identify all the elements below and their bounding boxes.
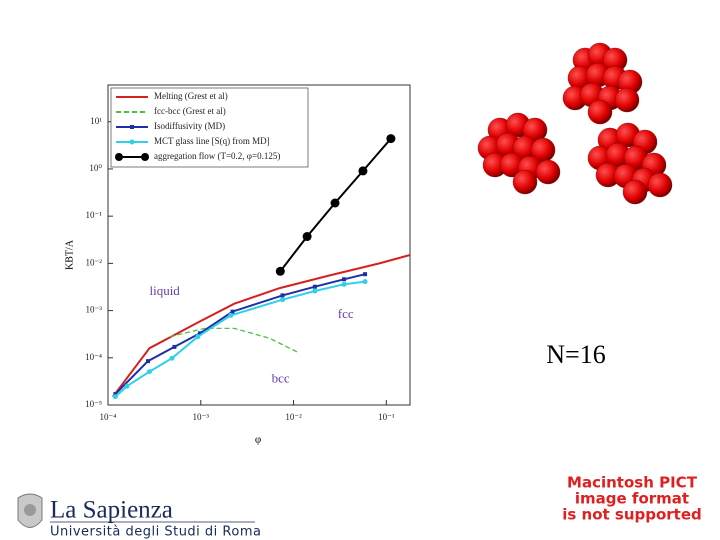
cluster-size-label: N=16 xyxy=(546,340,605,369)
marker xyxy=(228,312,234,318)
marker xyxy=(279,297,285,303)
clusters xyxy=(477,42,673,205)
marker xyxy=(195,334,201,340)
marker xyxy=(363,272,368,277)
y-axis-label: KBT/A xyxy=(64,239,75,270)
x-axis-label: φ xyxy=(255,434,261,446)
marker xyxy=(169,355,175,361)
annotation: liquid xyxy=(149,283,180,298)
legend-marker xyxy=(141,153,149,161)
legend-marker xyxy=(115,153,123,161)
legend-marker xyxy=(130,125,134,129)
marker xyxy=(275,266,285,276)
legend-label: aggregation flow (T=0.2, φ=0.125) xyxy=(154,151,280,161)
marker xyxy=(124,383,130,389)
marker xyxy=(112,394,118,400)
marker xyxy=(197,331,202,336)
x-tick-label: 10⁻¹ xyxy=(378,412,395,422)
legend-label: Isodiffusivity (MD) xyxy=(154,121,225,131)
logo-subtitle: Università degli Studi di Roma xyxy=(50,525,261,540)
marker xyxy=(312,284,317,289)
annotation: fcc xyxy=(338,306,354,321)
marker xyxy=(342,277,347,282)
series-line xyxy=(114,280,366,398)
y-tick-label: 10⁻⁴ xyxy=(85,352,102,362)
y-tick-label: 10⁻³ xyxy=(86,305,103,315)
series-line xyxy=(169,327,300,354)
x-tick-label: 10⁻⁴ xyxy=(100,412,117,422)
y-tick-label: 10⁻² xyxy=(86,257,103,267)
logo: La Sapienza Università degli Studi di Ro… xyxy=(17,493,261,540)
axes: 10⁻⁴ 10⁻³ 10⁻² 10⁻¹ 10⁻⁵ 10⁻⁴ 10⁻³ 10⁻² 10⁻¹ 10⁰ 1… xyxy=(85,87,395,422)
placeholder-line: image format xyxy=(575,490,689,508)
marker xyxy=(113,392,118,397)
cluster xyxy=(477,112,561,195)
legend-marker xyxy=(129,139,135,145)
cluster xyxy=(562,42,643,125)
x-tick-label: 10⁻³ xyxy=(193,412,210,422)
legend-label: Melting (Grest et al) xyxy=(154,91,228,101)
placeholder-line: is not supported xyxy=(562,506,702,524)
marker xyxy=(146,369,152,375)
y-tick-label: 10⁻⁵ xyxy=(85,399,102,409)
logo-title: La Sapienza xyxy=(50,497,173,524)
marker xyxy=(341,281,347,287)
marker xyxy=(312,288,318,294)
marker xyxy=(330,198,340,208)
marker xyxy=(302,232,312,242)
marker xyxy=(280,293,285,298)
placeholder-line: Macintosh PICT xyxy=(567,474,698,492)
legend-label: MCT glass line [S(q) from MD] xyxy=(154,136,270,146)
marker xyxy=(358,166,368,176)
y-tick-label: 10⁻¹ xyxy=(86,210,103,220)
plot xyxy=(112,134,410,400)
marker xyxy=(362,279,368,285)
legend-label: fcc-bcc (Grest et al) xyxy=(154,106,226,116)
series-line xyxy=(112,254,410,398)
y-tick-label: 10¹ xyxy=(90,116,102,126)
annotation: bcc xyxy=(272,370,290,385)
x-tick-label: 10⁻² xyxy=(285,412,302,422)
marker xyxy=(230,309,235,314)
y-tick-label: 10⁰ xyxy=(89,163,102,173)
logo-crest-detail xyxy=(24,504,36,516)
marker xyxy=(172,344,177,349)
image-placeholder: Macintosh PICT image format is not suppo… xyxy=(562,474,702,524)
cluster xyxy=(587,122,673,205)
marker xyxy=(386,134,396,144)
marker xyxy=(146,359,151,364)
plot-frame xyxy=(107,84,411,406)
